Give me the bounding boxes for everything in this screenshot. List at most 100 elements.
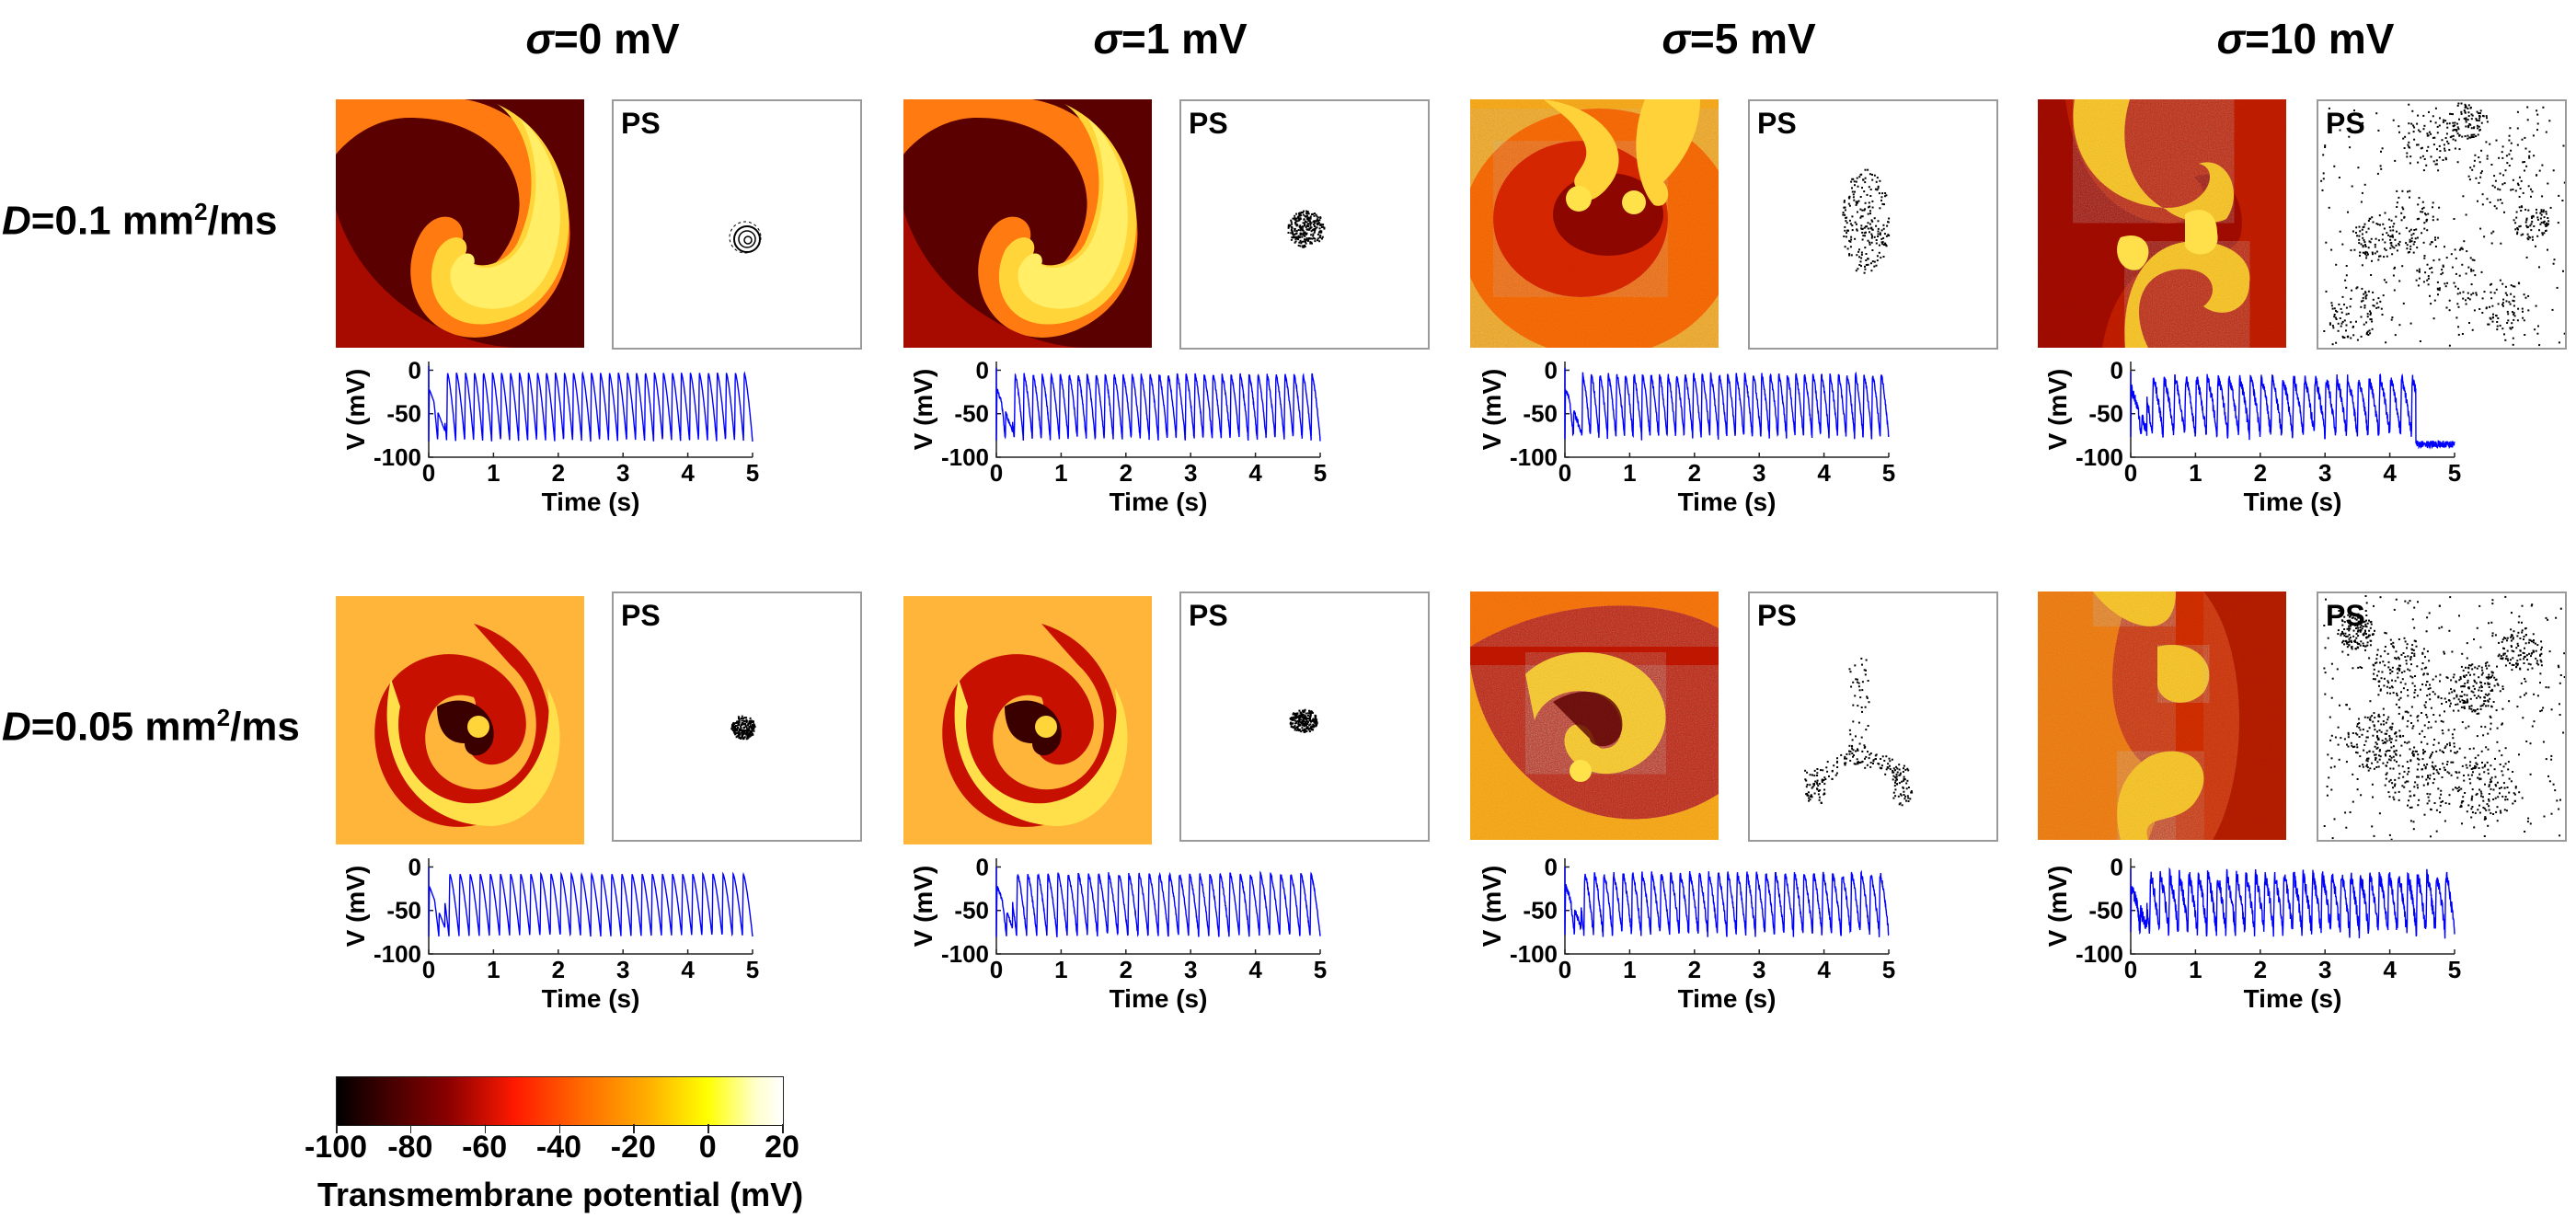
ps-point xyxy=(2467,119,2469,121)
ps-point xyxy=(1846,222,1848,224)
ps-point xyxy=(2393,798,2396,801)
ps-point xyxy=(2513,792,2515,795)
ps-point xyxy=(2382,707,2385,710)
ps-point xyxy=(1861,231,1864,234)
ps-point xyxy=(2358,643,2361,645)
ps-point xyxy=(2540,660,2543,663)
ps-point xyxy=(2371,216,2374,219)
ps-point xyxy=(1851,229,1854,232)
ps-point xyxy=(2479,227,2482,230)
ps-point xyxy=(2501,754,2503,757)
ps-point xyxy=(1297,235,1300,237)
ps-point xyxy=(2536,660,2538,662)
ps-point xyxy=(2397,656,2399,659)
ps-point xyxy=(2508,134,2511,137)
ps-point xyxy=(2409,162,2411,165)
ps-point xyxy=(1313,224,1316,227)
ps-point xyxy=(2446,122,2448,125)
ps-point xyxy=(2490,690,2492,692)
ps-point xyxy=(2326,794,2329,797)
ps-point xyxy=(2540,652,2543,655)
ps-point xyxy=(2427,727,2430,729)
ps-point xyxy=(2351,648,2353,650)
x-axis-label: Time (s) xyxy=(1678,488,1777,516)
x-tick-label: 3 xyxy=(1753,459,1765,487)
ps-point xyxy=(2425,164,2428,167)
ps-point xyxy=(2487,732,2490,735)
ps-point xyxy=(1805,786,1808,788)
ps-point xyxy=(1295,212,1298,215)
ps-point xyxy=(1852,704,1855,706)
ps-point xyxy=(2470,707,2473,710)
ps-point xyxy=(2362,626,2364,627)
ps-point xyxy=(2358,722,2361,725)
ps-point xyxy=(2487,772,2490,775)
ps-point xyxy=(2452,129,2455,132)
ps-point xyxy=(2532,649,2535,652)
ps-point xyxy=(2384,212,2386,214)
ps-point xyxy=(2387,716,2390,718)
ps-point xyxy=(2423,704,2426,706)
ps-point xyxy=(1868,186,1870,189)
ps-point xyxy=(2473,767,2476,770)
ps-point xyxy=(2536,218,2539,221)
ps-point xyxy=(2559,607,2562,610)
ps-point xyxy=(2483,765,2486,768)
ps-point xyxy=(1854,221,1857,224)
ps-point xyxy=(1287,226,1290,229)
ps-point xyxy=(1894,779,1897,782)
ps-point xyxy=(2463,240,2466,243)
ps-point xyxy=(2428,131,2431,133)
ps-point xyxy=(2470,808,2473,810)
ps-point xyxy=(2377,129,2380,132)
ps-point xyxy=(2512,637,2514,640)
ps-point xyxy=(2343,621,2346,624)
ps-point xyxy=(1864,673,1867,676)
ps-point xyxy=(1302,709,1305,712)
ps-point xyxy=(2413,229,2416,231)
ps-point xyxy=(1857,211,1858,213)
ps-point xyxy=(2383,684,2386,687)
ps-point xyxy=(2414,640,2417,643)
ps-point xyxy=(2463,109,2466,111)
ps-point xyxy=(2365,257,2368,259)
ps-point xyxy=(2344,632,2347,635)
ps-point xyxy=(2435,750,2438,752)
ps-point xyxy=(1316,721,1318,724)
ps-point xyxy=(2562,144,2565,147)
ps-point xyxy=(2511,327,2513,328)
ps-point xyxy=(2366,641,2369,644)
ps-point xyxy=(1888,217,1891,220)
ps-point xyxy=(2508,165,2511,167)
ps-point xyxy=(2490,706,2493,708)
ps-point xyxy=(2427,687,2430,690)
ps-point xyxy=(2384,752,2386,755)
ps-point xyxy=(2349,811,2352,813)
ps-point xyxy=(2412,233,2415,235)
ps-point xyxy=(2512,189,2514,190)
ps-point xyxy=(2398,798,2400,801)
ps-point xyxy=(1294,714,1296,717)
ps-point xyxy=(1907,769,1910,772)
ps-point xyxy=(2407,668,2409,671)
ps-point xyxy=(2324,146,2327,148)
ps-point xyxy=(1811,787,1813,789)
ps-point xyxy=(2373,724,2375,727)
ps-point xyxy=(2424,706,2427,708)
ps-point xyxy=(1903,778,1906,781)
ps-point xyxy=(1844,755,1846,758)
phase-singularity-plot-d0.1-s5: PS xyxy=(1748,99,1998,350)
row-label-d-0.05: D=0.05 mm2/ms xyxy=(2,704,300,750)
ps-point xyxy=(2460,706,2463,708)
ps-point xyxy=(2365,637,2368,638)
ps-point xyxy=(1294,217,1296,220)
ps-point xyxy=(2385,248,2387,251)
ps-point xyxy=(1860,736,1863,739)
ps-point xyxy=(749,724,752,727)
ps-point xyxy=(1868,206,1870,209)
ps-point xyxy=(2456,122,2459,125)
ps-point xyxy=(1294,722,1297,725)
ps-point xyxy=(1306,714,1309,717)
ps-point xyxy=(2426,650,2429,653)
ps-point xyxy=(2464,700,2467,703)
